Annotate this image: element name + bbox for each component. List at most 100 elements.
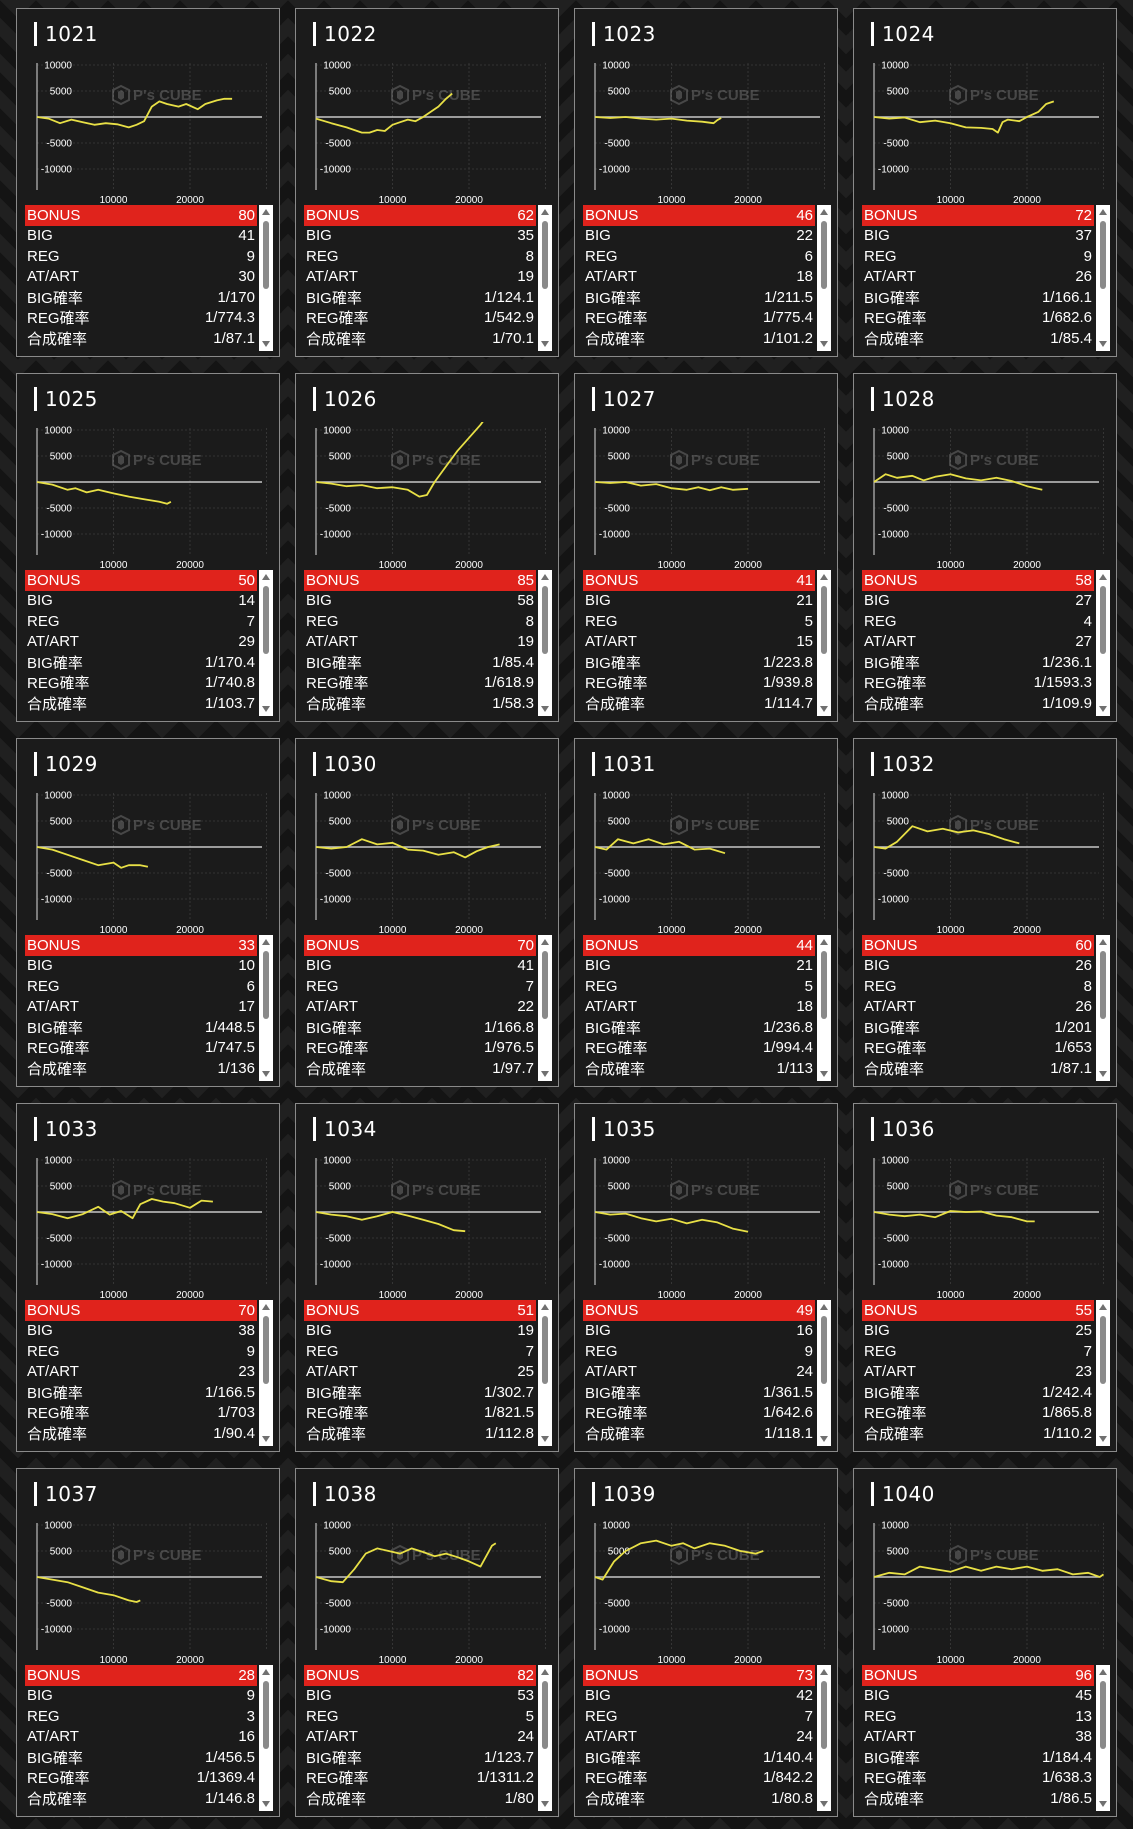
- scroll-down-icon[interactable]: [1099, 1071, 1107, 1077]
- stats-table[interactable]: BONUS 73 BIG 42 REG 7 AT/ART 24 BIG確率 1/140.4 REG確…: [583, 1665, 831, 1811]
- stats-table[interactable]: BONUS 55 BIG 25 REG 7 AT/ART 23 BIG確率 1/242.4 REG確…: [862, 1300, 1110, 1446]
- scroll-down-icon[interactable]: [262, 341, 270, 347]
- machine-card[interactable]: 1023 10000 5000 -5000 -10000 10000 20000 P's CU…: [574, 8, 838, 357]
- scroll-down-icon[interactable]: [820, 706, 828, 712]
- stats-table[interactable]: BONUS 82 BIG 53 REG 5 AT/ART 24 BIG確率 1/123.7 REG確…: [304, 1665, 552, 1811]
- machine-card[interactable]: 1036 10000 5000 -5000 -10000 10000 20000 P's CU…: [853, 1103, 1117, 1452]
- stats-table[interactable]: BONUS 49 BIG 16 REG 9 AT/ART 24 BIG確率 1/361.5 REG確…: [583, 1300, 831, 1446]
- scroll-up-icon[interactable]: [820, 939, 828, 945]
- machine-card[interactable]: 1028 10000 5000 -5000 -10000 10000 20000 P's CU…: [853, 373, 1117, 722]
- machine-card[interactable]: 1031 10000 5000 -5000 -10000 10000 20000 P's CU…: [574, 738, 838, 1087]
- stats-scrollbar[interactable]: [259, 1300, 273, 1446]
- stats-table[interactable]: BONUS 85 BIG 58 REG 8 AT/ART 19 BIG確率 1/85.4 REG確率…: [304, 570, 552, 716]
- stats-table[interactable]: BONUS 80 BIG 41 REG 9 AT/ART 30 BIG確率 1/170 REG確率 1…: [25, 205, 273, 351]
- stats-table[interactable]: BONUS 70 BIG 38 REG 9 AT/ART 23 BIG確率 1/166.5 REG確…: [25, 1300, 273, 1446]
- scroll-up-icon[interactable]: [262, 574, 270, 580]
- scroll-down-icon[interactable]: [541, 1436, 549, 1442]
- scroll-down-icon[interactable]: [541, 1071, 549, 1077]
- stats-table[interactable]: BONUS 46 BIG 22 REG 6 AT/ART 18 BIG確率 1/211.5 REG確…: [583, 205, 831, 351]
- scroll-up-icon[interactable]: [1099, 939, 1107, 945]
- stats-scrollbar[interactable]: [817, 205, 831, 351]
- machine-card[interactable]: 1034 10000 5000 -5000 -10000 10000 20000 P's CU…: [295, 1103, 559, 1452]
- scroll-thumb[interactable]: [821, 1681, 827, 1749]
- machine-card[interactable]: 1037 10000 5000 -5000 -10000 10000 20000 P's CU…: [16, 1468, 280, 1817]
- scroll-up-icon[interactable]: [541, 209, 549, 215]
- scroll-thumb[interactable]: [542, 586, 548, 654]
- scroll-down-icon[interactable]: [1099, 1801, 1107, 1807]
- scroll-thumb[interactable]: [542, 1316, 548, 1384]
- stats-scrollbar[interactable]: [1096, 1665, 1110, 1811]
- stats-scrollbar[interactable]: [1096, 1300, 1110, 1446]
- scroll-up-icon[interactable]: [262, 1669, 270, 1675]
- stats-table[interactable]: BONUS 96 BIG 45 REG 13 AT/ART 38 BIG確率 1/184.4 REG…: [862, 1665, 1110, 1811]
- scroll-down-icon[interactable]: [820, 1071, 828, 1077]
- stats-table[interactable]: BONUS 60 BIG 26 REG 8 AT/ART 26 BIG確率 1/201 REG確率 1…: [862, 935, 1110, 1081]
- scroll-thumb[interactable]: [263, 221, 269, 289]
- scroll-thumb[interactable]: [821, 221, 827, 289]
- scroll-thumb[interactable]: [263, 1316, 269, 1384]
- stats-scrollbar[interactable]: [538, 570, 552, 716]
- stats-table[interactable]: BONUS 51 BIG 19 REG 7 AT/ART 25 BIG確率 1/302.7 REG確…: [304, 1300, 552, 1446]
- machine-card[interactable]: 1039 10000 5000 -5000 -10000 10000 20000 P's CU…: [574, 1468, 838, 1817]
- machine-card[interactable]: 1029 10000 5000 -5000 -10000 10000 20000 P's CU…: [16, 738, 280, 1087]
- stats-table[interactable]: BONUS 41 BIG 21 REG 5 AT/ART 15 BIG確率 1/223.8 REG確…: [583, 570, 831, 716]
- scroll-thumb[interactable]: [263, 586, 269, 654]
- machine-card[interactable]: 1038 10000 5000 -5000 -10000 10000 20000 P's CU…: [295, 1468, 559, 1817]
- scroll-down-icon[interactable]: [1099, 1436, 1107, 1442]
- stats-table[interactable]: BONUS 44 BIG 21 REG 5 AT/ART 18 BIG確率 1/236.8 REG確…: [583, 935, 831, 1081]
- scroll-thumb[interactable]: [821, 1316, 827, 1384]
- stats-scrollbar[interactable]: [538, 935, 552, 1081]
- stats-scrollbar[interactable]: [1096, 205, 1110, 351]
- machine-card[interactable]: 1033 10000 5000 -5000 -10000 10000 20000 P's CU…: [16, 1103, 280, 1452]
- scroll-up-icon[interactable]: [262, 1304, 270, 1310]
- scroll-up-icon[interactable]: [1099, 574, 1107, 580]
- scroll-down-icon[interactable]: [262, 1071, 270, 1077]
- stats-scrollbar[interactable]: [259, 1665, 273, 1811]
- scroll-thumb[interactable]: [821, 951, 827, 1019]
- scroll-up-icon[interactable]: [820, 574, 828, 580]
- scroll-up-icon[interactable]: [262, 209, 270, 215]
- stats-scrollbar[interactable]: [817, 1665, 831, 1811]
- machine-card[interactable]: 1030 10000 5000 -5000 -10000 10000 20000 P's CU…: [295, 738, 559, 1087]
- machine-card[interactable]: 1022 10000 5000 -5000 -10000 10000 20000 P's CU…: [295, 8, 559, 357]
- stats-table[interactable]: BONUS 62 BIG 35 REG 8 AT/ART 19 BIG確率 1/124.1 REG確…: [304, 205, 552, 351]
- scroll-up-icon[interactable]: [1099, 209, 1107, 215]
- scroll-down-icon[interactable]: [262, 1801, 270, 1807]
- stats-scrollbar[interactable]: [817, 935, 831, 1081]
- stats-scrollbar[interactable]: [259, 570, 273, 716]
- machine-card[interactable]: 1026 10000 5000 -5000 -10000 10000 20000 P's CU…: [295, 373, 559, 722]
- scroll-down-icon[interactable]: [820, 1801, 828, 1807]
- scroll-up-icon[interactable]: [820, 1669, 828, 1675]
- stats-scrollbar[interactable]: [817, 570, 831, 716]
- scroll-up-icon[interactable]: [820, 209, 828, 215]
- machine-card[interactable]: 1040 10000 5000 -5000 -10000 10000 20000 P's CU…: [853, 1468, 1117, 1817]
- scroll-up-icon[interactable]: [262, 939, 270, 945]
- scroll-down-icon[interactable]: [541, 341, 549, 347]
- stats-table[interactable]: BONUS 70 BIG 41 REG 7 AT/ART 22 BIG確率 1/166.8 REG確…: [304, 935, 552, 1081]
- stats-scrollbar[interactable]: [538, 1665, 552, 1811]
- machine-card[interactable]: 1025 10000 5000 -5000 -10000 10000 20000 P's CU…: [16, 373, 280, 722]
- scroll-thumb[interactable]: [263, 951, 269, 1019]
- scroll-down-icon[interactable]: [541, 1801, 549, 1807]
- scroll-down-icon[interactable]: [1099, 706, 1107, 712]
- stats-scrollbar[interactable]: [1096, 935, 1110, 1081]
- scroll-down-icon[interactable]: [1099, 341, 1107, 347]
- scroll-thumb[interactable]: [1100, 221, 1106, 289]
- machine-card[interactable]: 1032 10000 5000 -5000 -10000 10000 20000 P's CU…: [853, 738, 1117, 1087]
- scroll-up-icon[interactable]: [541, 574, 549, 580]
- scroll-down-icon[interactable]: [262, 1436, 270, 1442]
- scroll-up-icon[interactable]: [1099, 1669, 1107, 1675]
- scroll-thumb[interactable]: [263, 1681, 269, 1749]
- scroll-up-icon[interactable]: [820, 1304, 828, 1310]
- stats-scrollbar[interactable]: [259, 935, 273, 1081]
- scroll-up-icon[interactable]: [1099, 1304, 1107, 1310]
- stats-table[interactable]: BONUS 58 BIG 27 REG 4 AT/ART 27 BIG確率 1/236.1 REG確…: [862, 570, 1110, 716]
- stats-scrollbar[interactable]: [1096, 570, 1110, 716]
- stats-table[interactable]: BONUS 28 BIG 9 REG 3 AT/ART 16 BIG確率 1/456.5 REG確率…: [25, 1665, 273, 1811]
- scroll-up-icon[interactable]: [541, 1304, 549, 1310]
- machine-card[interactable]: 1035 10000 5000 -5000 -10000 10000 20000 P's CU…: [574, 1103, 838, 1452]
- scroll-thumb[interactable]: [1100, 951, 1106, 1019]
- scroll-thumb[interactable]: [1100, 1316, 1106, 1384]
- stats-table[interactable]: BONUS 33 BIG 10 REG 6 AT/ART 17 BIG確率 1/448.5 REG確…: [25, 935, 273, 1081]
- stats-scrollbar[interactable]: [259, 205, 273, 351]
